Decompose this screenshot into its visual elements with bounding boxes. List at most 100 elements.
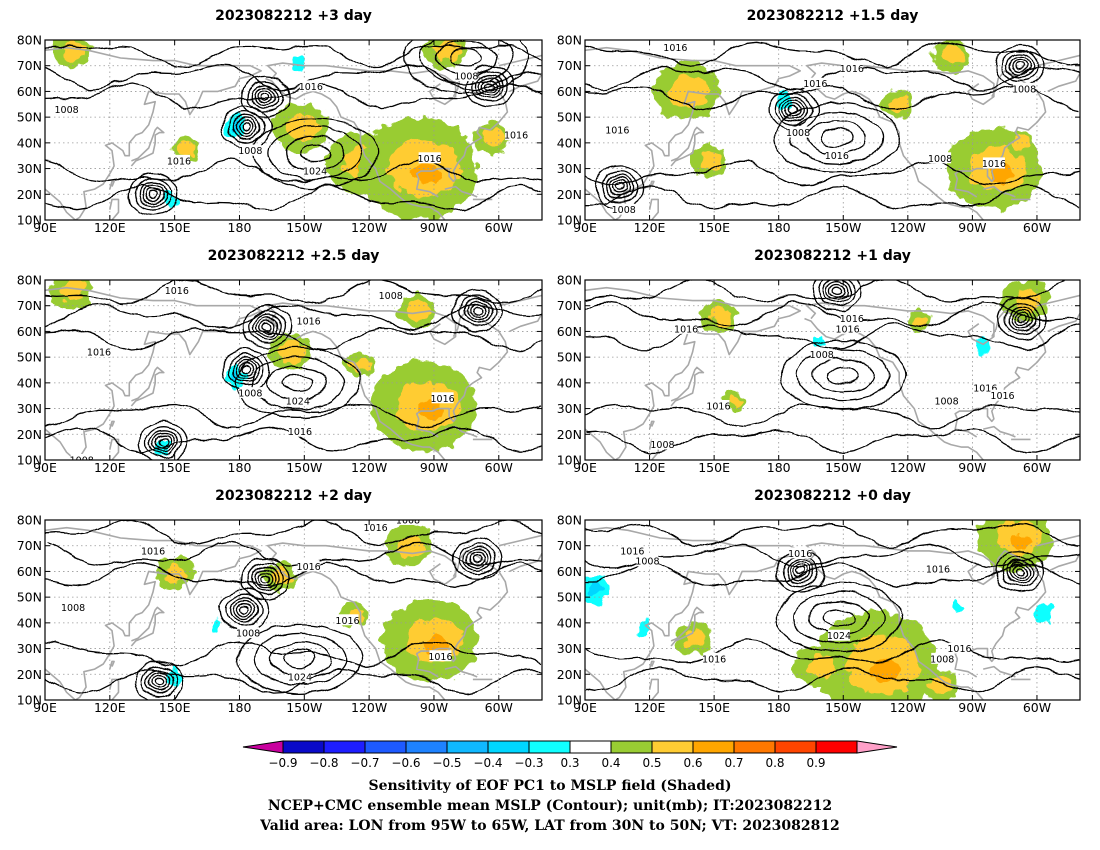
coastline [266,302,457,346]
contour-label-bg [675,322,698,334]
lon-tick-label: 180 [767,220,791,235]
lon-tick-label: 120W [351,460,387,475]
contour-label-bg [297,560,320,572]
high-pressure-isobar [284,649,316,668]
contour-label-bg [167,154,190,166]
coastline [509,73,542,93]
isobar-wave [585,522,1080,548]
lat-tick-label: 70N [17,58,42,73]
lon-tick-label: 120W [890,220,926,235]
isobar-wave [45,158,542,183]
contour-label: 1016 [605,126,629,137]
low-pressure-isobar [227,354,265,386]
low-pressure-isobar [611,179,628,194]
isobar-wave [585,404,1080,429]
coastline [45,526,262,700]
colorbar-box [487,740,530,754]
positive-sensitivity-core [351,358,369,372]
lat-tick-label: 60N [17,84,42,99]
lat-tick-label: 10N [17,693,42,708]
lat-tick-label: 60N [557,84,582,99]
colorbar-box [815,740,858,754]
lon-tick-label: 150W [825,700,861,715]
lat-tick-label: 10N [557,213,582,228]
low-pressure-isobar [788,105,799,114]
lon-tick-label: 180 [228,700,252,715]
low-pressure-isobar [152,432,175,452]
low-pressure-isobar [155,435,172,449]
lat-tick-label: 50N [17,590,42,605]
panel-frame [44,39,543,221]
panel-title: 2023082212 +1 day [754,248,911,264]
lon-tick-label: 90W [958,220,986,235]
lat-tick-label: 70N [557,58,582,73]
positive-sensitivity-core [482,128,506,147]
mslp-contours [585,522,1080,692]
lon-tick-label: 120W [890,460,926,475]
lon-tick-label: 180 [767,460,791,475]
panel-plot-area: 1016 1008 1008 1008 1016 1016 1016 1016 1008 1016 [585,40,1080,220]
contour-label: 1016 [165,286,189,297]
lon-tick-label: 120E [94,700,126,715]
lat-tick-label: 40N [17,135,42,150]
isobar-wave [585,184,1080,209]
lat-tick-label: 70N [557,298,582,313]
contour-label-bg [397,520,420,525]
lon-tick-label: 60W [485,700,513,715]
contour-label-bg [664,41,687,53]
map-panels: 2023082212 +3 day10241008100810081016101… [17,8,1081,715]
low-pressure-isobar [472,306,483,316]
contour-label-bg [974,382,997,393]
contour-label: 1008 [238,146,262,157]
contour-label-bg [931,652,954,664]
panel-frame [584,39,1081,221]
low-pressure-isobar [812,280,862,312]
coastlines [45,286,542,460]
contour-label: 1016 [663,43,687,54]
colorbar-box [282,740,325,754]
contour-label: 1016 [299,82,323,93]
low-pressure-isobar [249,310,287,343]
colorbar-box [528,740,571,754]
negative-sensitivity-area [210,619,221,632]
colorbar: −0.9 −0.8 −0.7 −0.6 −0.5 −0.4 −0.3 0.3 0.4 0.5 0.6… [242,740,898,770]
lon-tick-label: 60W [485,460,513,475]
contour-label-bg [239,387,262,399]
positive-sensitivity-core [912,315,927,327]
coastline [109,678,120,700]
lon-tick-label: 90E [573,700,597,715]
coastline [509,313,542,333]
lon-tick-label: 60W [1023,220,1051,235]
low-pressure-isobar [139,420,189,460]
coastline [130,126,165,167]
lat-tick-label: 20N [17,667,42,682]
contour-label-bg [789,547,812,559]
isobar-wave [585,562,1080,587]
lon-tick-label: 150W [825,220,861,235]
low-pressure-isobar [234,117,258,138]
contour-label: 1008 [238,389,262,400]
low-pressure-isobar [242,304,293,348]
lon-tick-label: 150E [698,700,730,715]
low-pressure-isobar [259,319,276,334]
isobar-wave [45,64,542,91]
panel-frame [584,519,1081,701]
mslp-contours [45,40,542,216]
lat-tick-label: 60N [557,564,582,579]
panel-title: 2023082212 +2 day [215,488,372,504]
coastline [498,534,542,547]
lon-tick-label: 90W [420,700,448,715]
low-pressure-isobar [779,97,809,122]
colorbar-level-label: −0.9 [268,756,297,770]
contour-label-bg [237,627,260,639]
isobar-wave [585,41,1080,67]
contour-label-bg [991,389,1014,401]
low-pressure-isobar [229,597,259,623]
isobar-wave [585,639,1080,664]
lon-tick-label: 60W [1023,700,1051,715]
